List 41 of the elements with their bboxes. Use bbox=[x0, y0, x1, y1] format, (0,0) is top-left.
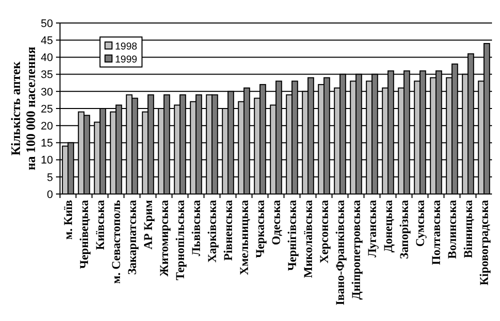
x-tick-label: Чернівецька bbox=[77, 200, 91, 269]
y-tick-label: 20 bbox=[40, 120, 53, 132]
x-tick-label: Херсонська bbox=[317, 200, 331, 264]
x-tick-label: Одеська bbox=[269, 200, 283, 246]
y-tick-label: 10 bbox=[40, 154, 53, 167]
legend-label: 1998 bbox=[115, 42, 138, 52]
x-tick-label: Тернопільська bbox=[173, 200, 187, 280]
x-tick-label: Волинська bbox=[445, 200, 459, 259]
x-tick-label: Закарпатська bbox=[125, 200, 139, 275]
x-tick-label: Хмельницька bbox=[237, 200, 251, 276]
y-tick-label: 15 bbox=[40, 138, 53, 150]
y-tick-label: 0 bbox=[46, 188, 53, 201]
x-tick-label: Чернігівська bbox=[285, 200, 299, 271]
x-tick-label: Полтавська bbox=[429, 200, 443, 265]
x-tick-label: Сумська bbox=[413, 200, 427, 247]
x-tick-label: Запорізька bbox=[397, 200, 411, 259]
y-tick-label: 25 bbox=[40, 103, 53, 116]
y-tick-label: 35 bbox=[40, 69, 53, 82]
x-tick-label: Київська bbox=[93, 200, 107, 250]
x-tick-label: Миколаївська bbox=[301, 200, 315, 278]
legend-label: 1999 bbox=[115, 54, 138, 66]
x-tick-label: Черкаська bbox=[253, 200, 267, 258]
x-tick-label: Львівська bbox=[189, 200, 203, 256]
x-tick-label: АР Крим bbox=[141, 200, 155, 250]
y-tick-label: 30 bbox=[40, 86, 53, 98]
y-tick-label: 50 bbox=[40, 18, 53, 30]
x-tick-label: Донецька bbox=[381, 200, 395, 252]
x-tick-label: Харківська bbox=[205, 200, 219, 263]
x-tick-label: Вінницька bbox=[461, 200, 475, 258]
x-tick-label: Кіровоградська bbox=[477, 200, 491, 286]
y-tick-label: 40 bbox=[40, 52, 53, 64]
y-tick-label: 45 bbox=[40, 34, 53, 47]
y-tick-label: 5 bbox=[46, 172, 53, 184]
x-tick-label: Луганська bbox=[365, 200, 379, 258]
x-tick-label: Житомирська bbox=[157, 200, 171, 276]
x-tick-label: Дніпропетровська bbox=[349, 200, 363, 300]
y-axis-title: Кількість аптек на 100 000 населення bbox=[8, 46, 38, 170]
x-tick-label: Івано-Франківська bbox=[333, 200, 347, 306]
x-tick-label: Рівненська bbox=[221, 200, 235, 261]
x-tick-label: м. Севастополь bbox=[109, 199, 123, 284]
x-tick-label: м. Київ bbox=[61, 199, 75, 240]
